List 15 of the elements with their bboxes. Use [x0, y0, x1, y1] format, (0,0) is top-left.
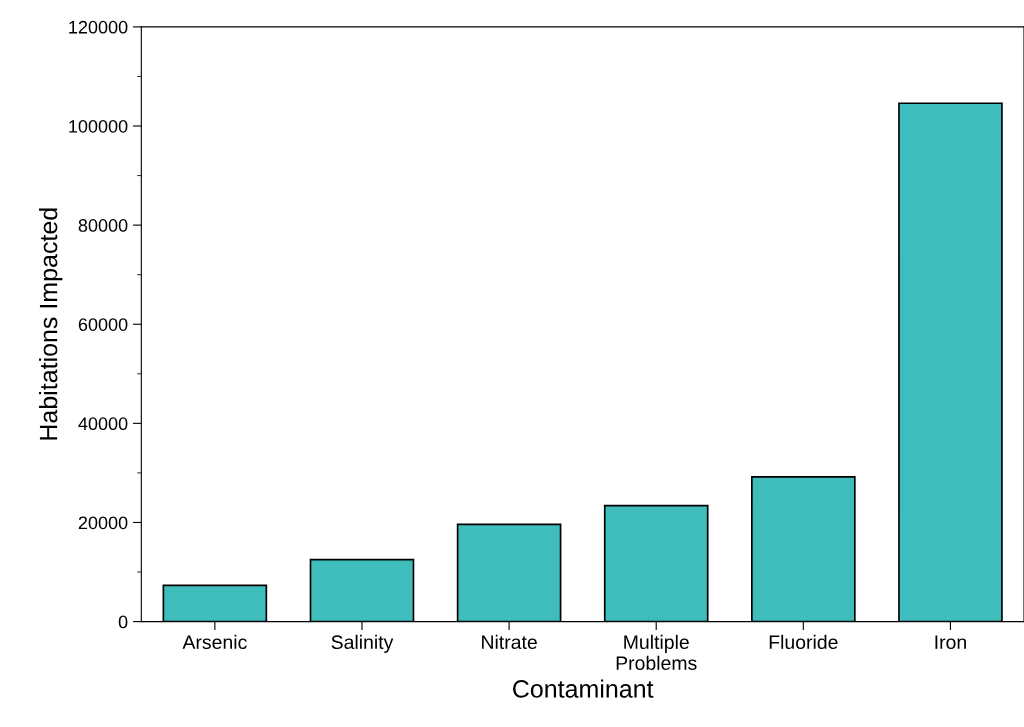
x-tick-label: Multiple Problems [616, 634, 697, 671]
y-tick-label: 0 [118, 615, 128, 629]
y-tick-label: 120000 [69, 20, 128, 34]
y-tick-label: 40000 [78, 417, 128, 431]
x-axis-title: Contaminant [513, 679, 654, 698]
y-tick-label: 100000 [69, 119, 128, 133]
y-axis-title: Habitations Impacted [39, 208, 63, 440]
x-tick-label: Fluoride [769, 634, 838, 650]
x-tick-label: Iron [935, 635, 966, 650]
y-tick-label: 60000 [78, 318, 128, 331]
y-tick-label: 20000 [78, 516, 128, 530]
y-tick-label: 80000 [78, 219, 128, 232]
x-tick-label: Nitrate [482, 634, 537, 650]
x-tick-label: Arsenic [182, 634, 247, 650]
x-tick-label: Salinity [331, 634, 394, 653]
